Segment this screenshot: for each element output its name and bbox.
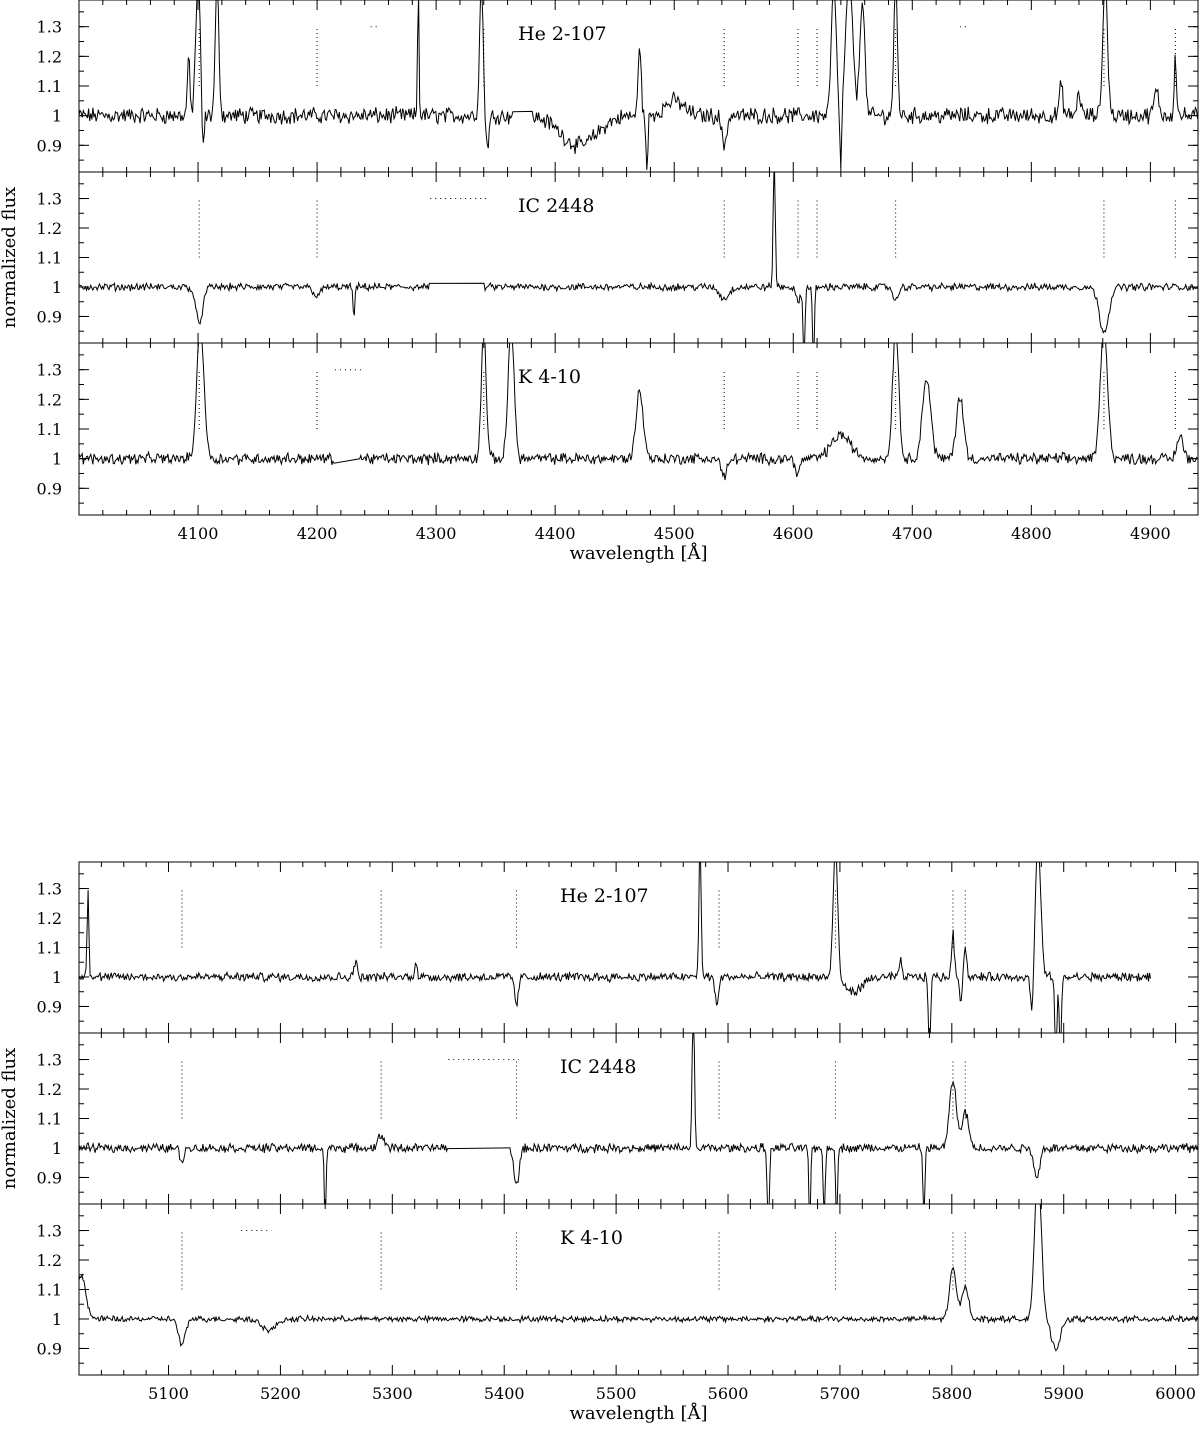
spectrum-line	[79, 172, 1198, 343]
y-tick-label: 1.2	[37, 1080, 62, 1099]
y-tick-label: 1.1	[37, 420, 62, 439]
y-tick-label: 0.9	[37, 1168, 62, 1187]
panel-frame	[78, 1032, 1199, 1205]
x-tick-label: 4500	[654, 524, 695, 543]
spectrum-line	[79, 0, 1198, 170]
panel-1-3: 0.9 1 1.1 1.2 1.3 K 4-10	[37, 342, 1199, 516]
x-tick-label: 5200	[260, 1384, 301, 1403]
panel-1-2: 0.9 1 1.1 1.2 1.3 IC 2448	[37, 171, 1199, 344]
x-tick-label: 4300	[416, 524, 457, 543]
x-tick-label: 5300	[372, 1384, 413, 1403]
y-tick-label: 0.9	[37, 479, 62, 498]
y-tick-label: 1	[52, 1310, 62, 1329]
panel-frame	[78, 171, 1199, 344]
x-tick-label: 4700	[892, 524, 933, 543]
panel-label: K 4-10	[560, 1227, 623, 1249]
figure-2: 0.9 1 1.1 1.2 1.3 He 2-107 0.9 1 1.1 1.2 1.3 IC 244…	[0, 861, 1199, 1424]
x-tick-label: 4800	[1011, 524, 1052, 543]
panel-label: He 2-107	[518, 23, 607, 45]
y-tick-label: 1.1	[37, 249, 62, 268]
x-tick-label: 4400	[535, 524, 576, 543]
x-tick-label: 5800	[931, 1384, 972, 1403]
panel-1-1: 0.9 1 1.1 1.2 1.3 He 2-107	[37, 0, 1199, 173]
y-tick-label: 0.9	[37, 997, 62, 1016]
spectrum-line	[79, 1204, 1198, 1352]
y-tick-label: 1	[52, 968, 62, 987]
x-tick-label: 5400	[484, 1384, 525, 1403]
y-tick-label: 1	[52, 107, 62, 126]
spectrum-line	[79, 1033, 1198, 1204]
x-tick-label: 4600	[773, 524, 814, 543]
y-tick-label: 0.9	[37, 307, 62, 326]
y-tick-label: 1.3	[37, 1051, 62, 1070]
panel-2-2: 0.9 1 1.1 1.2 1.3 IC 2448	[37, 1032, 1199, 1205]
y-tick-label: 1.1	[37, 1281, 62, 1300]
x-tick-label: 5500	[596, 1384, 637, 1403]
y-tick-label: 1.2	[37, 1251, 62, 1270]
y-tick-label: 1	[52, 450, 62, 469]
panel-label: IC 2448	[560, 1056, 636, 1078]
panel-label: K 4-10	[518, 366, 581, 388]
y-tick-label: 1.3	[37, 18, 62, 37]
y-tick-label: 1.1	[37, 77, 62, 96]
y-tick-label: 1.2	[37, 390, 62, 409]
y-tick-label: 1.3	[37, 1222, 62, 1241]
figure-1: 0.9 1 1.1 1.2 1.3 He 2-107 0.9 1 1.1 1.2 1.3 IC 244…	[0, 0, 1199, 564]
y-tick-label: 1.3	[37, 190, 62, 209]
y-tick-label: 0.9	[37, 136, 62, 155]
y-tick-label: 1.3	[37, 361, 62, 380]
x-tick-label: 4200	[297, 524, 338, 543]
panel-label: IC 2448	[518, 195, 594, 217]
y-tick-label: 0.9	[37, 1339, 62, 1358]
y-tick-label: 1.2	[37, 219, 62, 238]
y-tick-label: 1.2	[37, 47, 62, 66]
x-tick-label: 4100	[178, 524, 219, 543]
y-tick-label: 1.2	[37, 909, 62, 928]
y-tick-label: 1.1	[37, 1110, 62, 1129]
y-axis-title: normalized flux	[0, 1048, 20, 1189]
x-tick-label: 4900	[1130, 524, 1171, 543]
panel-label: He 2-107	[560, 885, 649, 907]
x-axis-title: wavelength [Å]	[569, 1402, 707, 1424]
x-tick-label: 5100	[148, 1384, 189, 1403]
x-axis-title: wavelength [Å]	[569, 542, 707, 564]
x-tick-label: 5900	[1043, 1384, 1084, 1403]
y-tick-label: 1.1	[37, 939, 62, 958]
panel-2-3: 0.9 1 1.1 1.2 1.3 K 4-10	[37, 1203, 1199, 1376]
panel-frame	[78, 1203, 1199, 1376]
y-axis-title: normalized flux	[0, 187, 20, 328]
panel-frame	[78, 342, 1199, 516]
x-tick-label: 5600	[708, 1384, 749, 1403]
y-tick-label: 1.3	[37, 880, 62, 899]
x-tick-label: 5700	[820, 1384, 861, 1403]
spectrum-line	[79, 343, 1198, 481]
y-tick-label: 1	[52, 1139, 62, 1158]
y-tick-label: 1	[52, 278, 62, 297]
spectrum-line	[79, 862, 1152, 1033]
panel-frame	[78, 0, 1199, 173]
x-tick-label: 6000	[1155, 1384, 1196, 1403]
panel-2-1: 0.9 1 1.1 1.2 1.3 He 2-107	[37, 861, 1199, 1034]
